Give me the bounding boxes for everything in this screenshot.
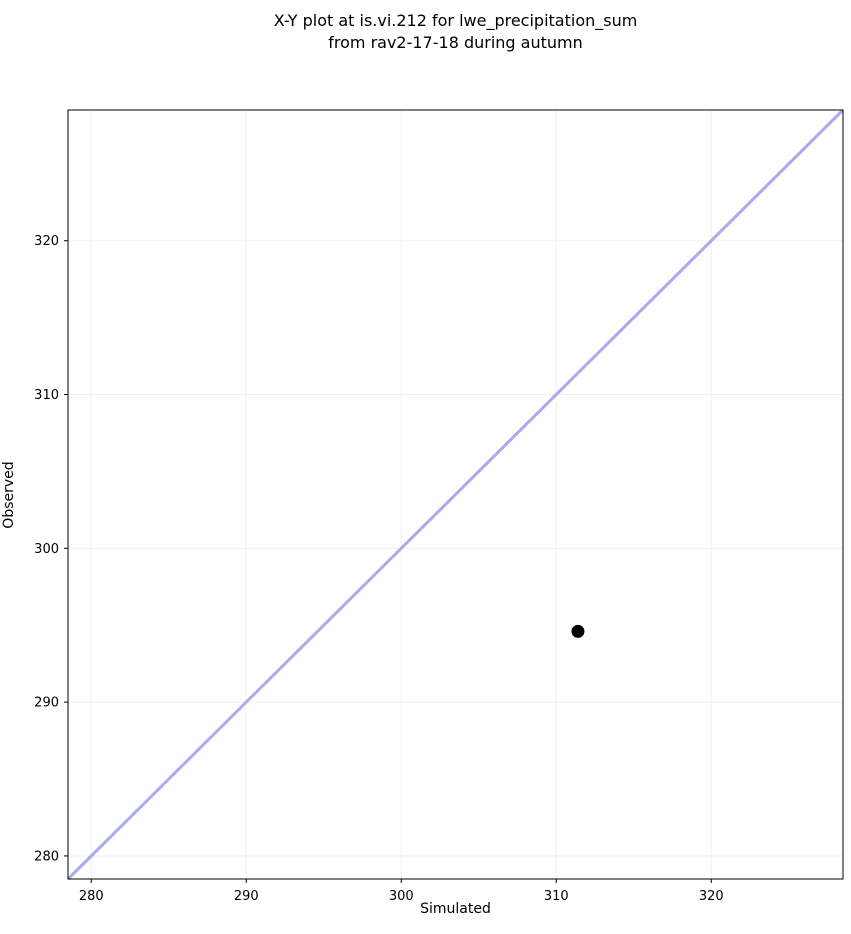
x-tick-label: 290 <box>234 889 259 904</box>
identity-line <box>66 108 845 881</box>
data-point <box>571 624 585 638</box>
x-tick-label: 280 <box>79 889 104 904</box>
y-tick-label: 310 <box>34 388 59 403</box>
x-tick-label: 310 <box>544 889 569 904</box>
x-tick-label: 300 <box>389 889 414 904</box>
y-axis-label: Observed <box>1 461 17 529</box>
y-tick-label: 280 <box>34 849 59 864</box>
x-tick-label: 320 <box>699 889 724 904</box>
y-tick-label: 320 <box>34 234 59 249</box>
x-axis-label: Simulated <box>420 901 491 917</box>
chart-title: X-Y plot at is.vi.212 for lwe_precipitat… <box>273 11 638 53</box>
y-tick-label: 300 <box>34 542 59 557</box>
y-tick-label: 290 <box>34 696 59 711</box>
axes-box <box>67 109 844 880</box>
